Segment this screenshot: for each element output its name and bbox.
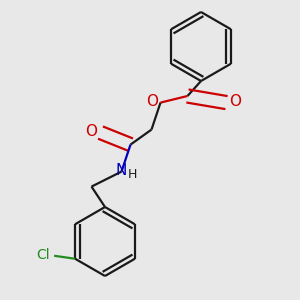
Text: O: O <box>85 124 98 139</box>
Text: O: O <box>146 94 158 109</box>
Text: N: N <box>115 163 127 178</box>
Text: H: H <box>128 167 138 181</box>
Text: Cl: Cl <box>36 248 50 262</box>
Text: O: O <box>229 94 241 109</box>
